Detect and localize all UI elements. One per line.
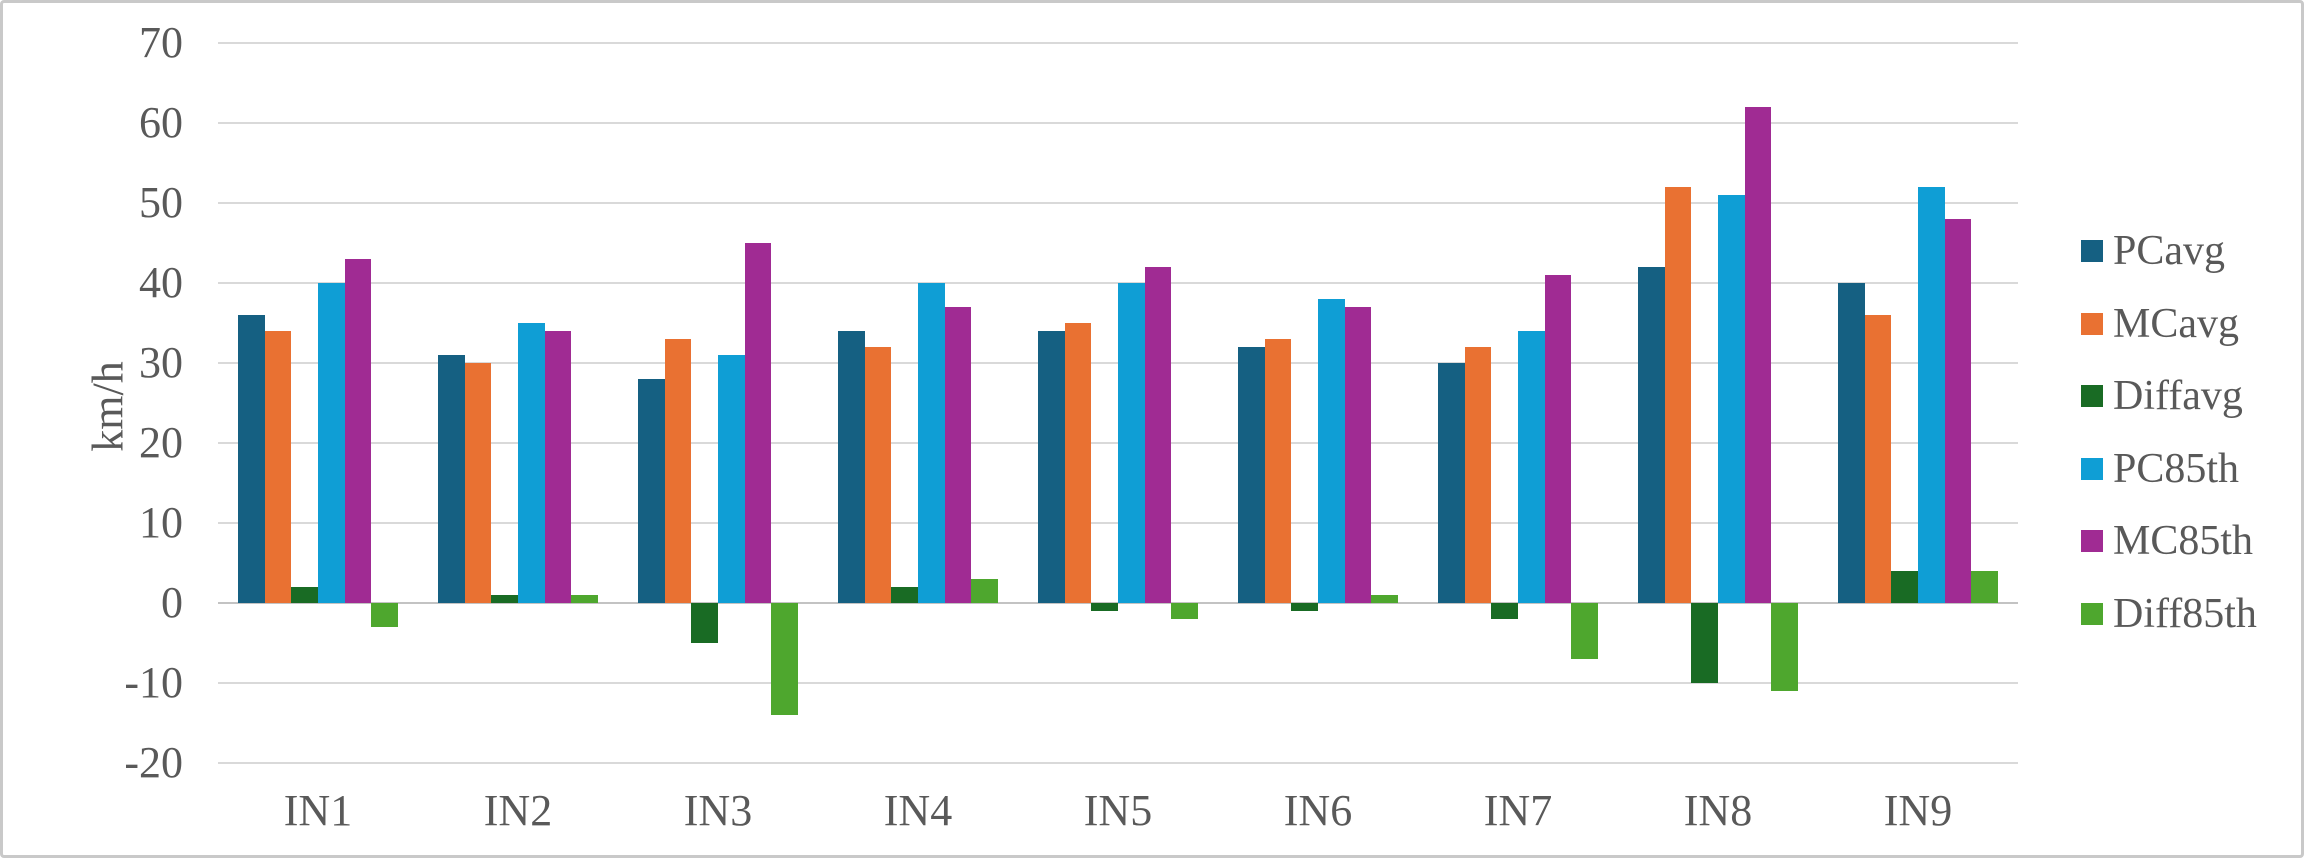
bar-IN6-Diffavg [1291,603,1318,611]
bar-IN3-PCavg [638,379,665,603]
legend-swatch-PC85th [2081,457,2103,480]
legend-item-Diffavg: Diffavg [2081,375,2243,417]
y-tick-label: 50 [139,178,183,227]
y-gridline [218,762,2018,764]
bar-IN9-PC85th [1918,187,1945,603]
bar-IN7-Diffavg [1491,603,1518,619]
bar-IN5-Diffavg [1091,603,1118,611]
category-label-IN6: IN6 [1283,786,1353,835]
bar-IN3-MC85th [744,243,772,603]
bar-IN8-MCavg [1664,187,1692,603]
bar-IN2-MCavg [464,363,492,603]
bar-IN1-MC85th [344,259,372,603]
legend-swatch-Diffavg [2081,385,2103,407]
legend-label-Diffavg: Diffavg [2113,373,2243,419]
bar-IN6-PCavg [1238,347,1265,603]
category-label-IN5: IN5 [1083,786,1153,835]
y-tick-label: 40 [139,258,183,307]
y-tick-label: 20 [139,418,183,467]
legend-item-PCavg: PCavg [2081,230,2225,272]
zero-gridline [218,602,2018,604]
plot-area: km/h 70 60 50 40 30 20 10 0 -10 -20 IN1 IN2 IN3 IN4 IN… [3,3,2301,855]
y-tick-label: -10 [124,658,183,707]
bar-IN5-Diff85th [1171,603,1198,619]
bar-IN4-Diffavg [891,587,918,603]
legend-item-Diff85th: Diff85th [2081,593,2257,635]
bar-IN9-Diffavg [1891,571,1918,603]
bar-IN7-PCavg [1438,363,1465,603]
bar-IN6-MC85th [1344,307,1372,603]
bar-IN3-Diff85th [771,603,798,715]
y-gridline [218,122,2018,124]
bar-IN6-Diff85th [1371,595,1398,603]
bar-IN8-Diffavg [1691,603,1718,683]
bar-IN3-PC85th [718,355,745,603]
bar-IN6-PC85th [1318,299,1345,603]
bar-IN7-Diff85th [1571,603,1598,659]
legend-item-MC85th: MC85th [2081,520,2253,562]
legend-label-PC85th: PC85th [2113,445,2240,492]
category-label-IN4: IN4 [883,786,953,835]
bar-IN4-MCavg [864,347,892,603]
bar-IN5-PC85th [1118,283,1145,603]
legend-item-PC85th: PC85th [2081,448,2239,490]
bar-IN2-Diffavg [491,595,518,603]
legend-swatch-MCavg [2081,312,2103,335]
bar-IN1-PCavg [238,315,265,603]
bar-IN7-MC85th [1544,275,1572,603]
bar-IN3-MCavg [664,339,692,603]
y-tick-label: 70 [139,18,183,67]
bar-IN1-PC85th [318,283,345,603]
bar-IN8-PC85th [1718,195,1745,603]
legend-swatch-Diff85th [2081,602,2103,625]
bar-IN8-MC85th [1744,107,1772,603]
category-label-IN8: IN8 [1683,786,1753,835]
bar-IN2-MC85th [544,331,572,603]
category-label-IN9: IN9 [1883,786,1953,835]
bar-IN6-MCavg [1264,339,1292,603]
y-tick-label: 0 [161,578,183,627]
bar-IN8-Diff85th [1771,603,1798,691]
bar-IN2-Diff85th [571,595,598,603]
bar-IN9-Diff85th [1971,571,1998,603]
y-gridline [218,682,2018,684]
bar-IN3-Diffavg [691,603,718,643]
category-label-IN3: IN3 [683,786,753,835]
y-gridline [218,202,2018,204]
bar-IN5-MC85th [1144,267,1172,603]
bar-IN1-MCavg [264,331,292,603]
legend-swatch-MC85th [2081,530,2103,552]
legend-label-PCavg: PCavg [2113,228,2226,274]
bar-IN5-MCavg [1064,323,1092,603]
bar-IN4-Diff85th [971,579,998,603]
bar-IN8-PCavg [1638,267,1665,603]
bar-IN4-MC85th [944,307,972,603]
category-label-IN7: IN7 [1483,786,1553,835]
bar-IN7-PC85th [1518,331,1545,603]
legend-label-Diff85th: Diff85th [2113,590,2257,637]
bar-IN5-PCavg [1038,331,1065,603]
bar-IN2-PC85th [518,323,545,603]
legend-label-MCavg: MCavg [2113,300,2239,347]
bar-IN7-MCavg [1464,347,1492,603]
bar-IN9-MC85th [1944,219,1972,603]
category-label-IN2: IN2 [483,786,553,835]
y-tick-label: 30 [139,338,183,387]
bar-IN4-PC85th [918,283,945,603]
y-tick-label: -20 [124,738,183,787]
category-label-IN1: IN1 [283,786,353,835]
legend-swatch-PCavg [2081,240,2103,262]
legend-label-MC85th: MC85th [2113,518,2254,564]
bar-IN1-Diffavg [291,587,318,603]
y-gridline [218,42,2018,44]
bar-IN9-MCavg [1864,315,1892,603]
y-tick-label: 60 [139,98,183,147]
legend-item-MCavg: MCavg [2081,303,2239,345]
bar-IN1-Diff85th [371,603,398,627]
bar-IN9-PCavg [1838,283,1865,603]
bar-IN4-PCavg [838,331,865,603]
bar-IN2-PCavg [438,355,465,603]
y-tick-label: 10 [139,498,183,547]
